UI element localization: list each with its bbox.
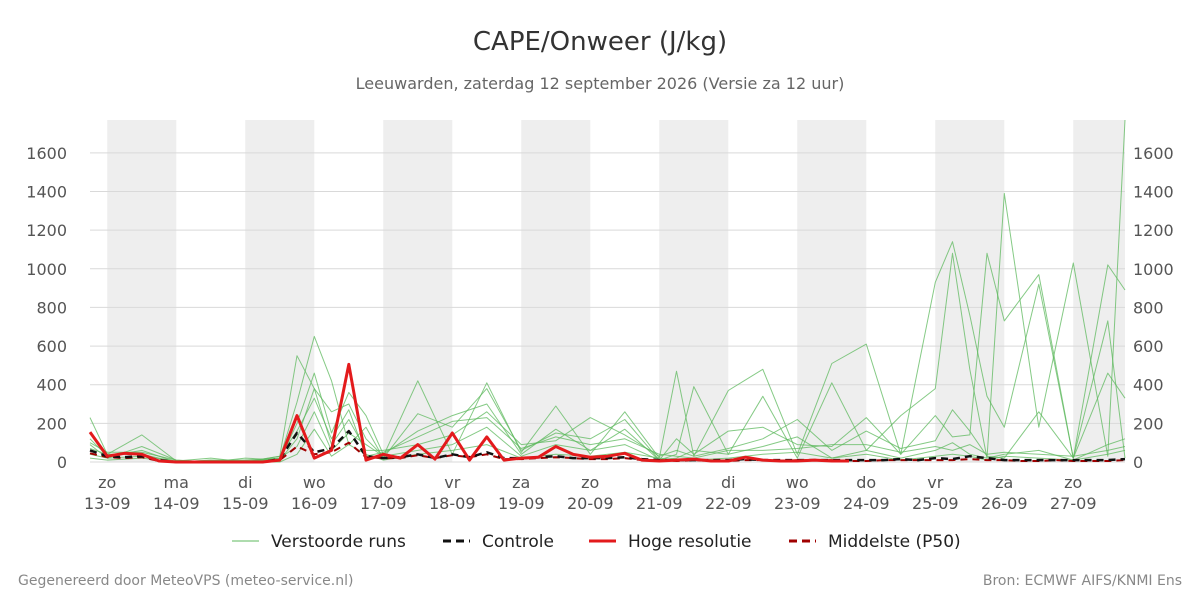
x-tick-day-13: za [995,473,1013,492]
x-tick-day-10: wo [786,473,809,492]
x-tick-date-6: 19-09 [498,494,545,513]
y-tick-right-600: 600 [1133,337,1164,356]
weekend-band-1 [245,120,315,462]
x-tick-date-10: 23-09 [774,494,821,513]
y-tick-right-200: 200 [1133,414,1164,433]
legend-label-ensemble: Verstoorde runs [271,532,406,552]
x-tick-day-12: vr [927,473,943,492]
weekend-band-3 [521,120,591,462]
x-tick-day-1: ma [164,473,189,492]
x-tick-day-6: za [512,473,530,492]
y-tick-right-1200: 1200 [1133,221,1174,240]
y-tick-left-1600: 1600 [26,144,67,163]
footer-right: Bron: ECMWF AIFS/KNMI Ens [983,573,1182,589]
x-tick-date-7: 20-09 [567,494,614,513]
y-tick-left-600: 600 [36,337,67,356]
x-tick-date-11: 24-09 [843,494,890,513]
footer-left: Gegenereerd door MeteoVPS (meteo-service… [18,573,353,589]
y-tick-left-800: 800 [36,298,67,317]
y-tick-left-0: 0 [57,453,67,472]
x-tick-day-8: ma [647,473,672,492]
series-hires-0 [88,362,849,464]
y-tick-left-200: 200 [36,414,67,433]
series-ensemble-3 [89,241,1126,463]
x-tick-day-3: wo [303,473,326,492]
legend-label-median: Middelste (P50) [828,532,961,552]
grid-lines [90,152,1125,463]
main-series [88,362,1126,464]
weekend-band-2 [383,120,453,462]
weekend-band-5 [797,120,867,462]
weekend-band-6 [935,120,1005,462]
y-tick-right-1400: 1400 [1133,182,1174,201]
y-tick-left-1400: 1400 [26,182,67,201]
x-tick-day-9: di [721,473,736,492]
x-axis-ticks: zo 13-09 ma 14-09 di 15-09 wo 16-09 do 17-09 vr 18-… [84,473,1097,513]
x-tick-day-5: vr [444,473,460,492]
legend: Verstoorde runs Controle Hoge resolutie Mid… [232,532,961,552]
x-tick-day-7: zo [581,473,599,492]
x-tick-date-4: 17-09 [360,494,407,513]
y-axis-ticks: 0 0 200 200 400 400 600 600 800 800 1000 1000 1200 12… [26,144,1173,472]
x-tick-date-1: 14-09 [153,494,200,513]
weekend-band-4 [659,120,729,462]
x-tick-day-2: di [238,473,253,492]
x-tick-date-14: 27-09 [1050,494,1097,513]
legend-label-control: Controle [482,532,554,552]
y-tick-left-400: 400 [36,376,67,395]
chart-title: CAPE/Onweer (J/kg) [473,27,727,57]
x-tick-day-14: zo [1064,473,1082,492]
y-tick-right-0: 0 [1133,453,1143,472]
x-tick-date-3: 16-09 [291,494,338,513]
weekend-band-7 [1073,120,1125,462]
y-tick-right-400: 400 [1133,376,1164,395]
x-tick-date-0: 13-09 [84,494,131,513]
x-tick-date-12: 25-09 [912,494,959,513]
x-tick-day-0: zo [98,473,116,492]
x-tick-day-4: do [373,473,393,492]
legend-label-hires: Hoge resolutie [628,532,752,552]
y-tick-left-1200: 1200 [26,221,67,240]
y-tick-right-800: 800 [1133,298,1164,317]
x-tick-day-11: do [856,473,876,492]
x-tick-date-13: 26-09 [981,494,1028,513]
chart-subtitle: Leeuwarden, zaterdag 12 september 2026 (… [356,74,845,93]
x-tick-date-9: 22-09 [705,494,752,513]
x-tick-date-8: 21-09 [636,494,683,513]
weekend-band-0 [107,120,177,462]
y-tick-right-1600: 1600 [1133,144,1174,163]
x-tick-date-5: 18-09 [429,494,476,513]
y-tick-right-1000: 1000 [1133,260,1174,279]
y-tick-left-1000: 1000 [26,260,67,279]
x-tick-date-2: 15-09 [222,494,269,513]
